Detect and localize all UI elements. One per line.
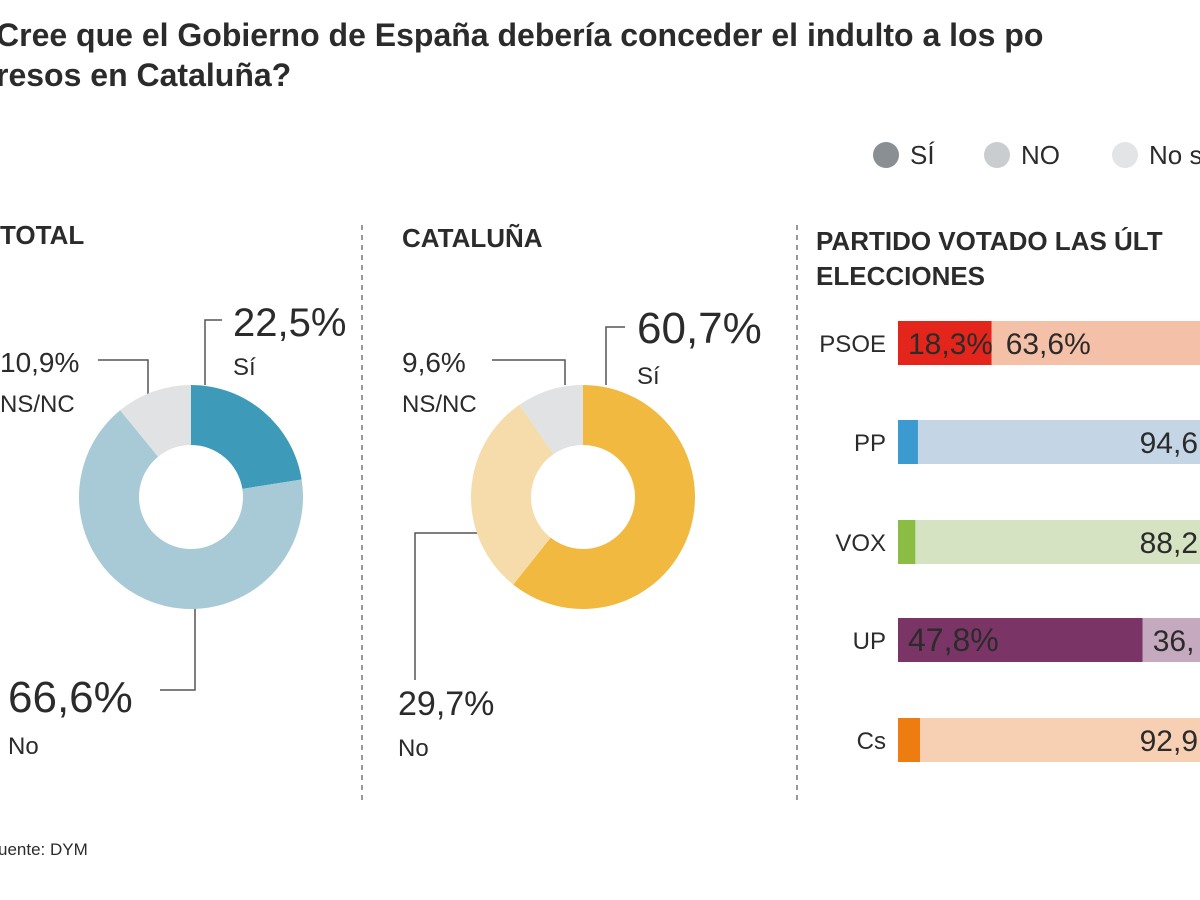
leader-line bbox=[605, 326, 625, 385]
bar-value-label: 92,9 bbox=[1140, 725, 1198, 758]
slice-value-label: 29,7% bbox=[398, 685, 494, 723]
bar-segment bbox=[898, 520, 916, 564]
donut-slice bbox=[79, 410, 304, 609]
slice-value-label: 60,7% bbox=[637, 304, 762, 353]
donut-slice bbox=[191, 385, 302, 489]
category-label: VOX bbox=[835, 530, 886, 557]
slice-category-label: NS/NC bbox=[402, 391, 477, 418]
bar-segment bbox=[898, 420, 918, 464]
panel-title: ELECCIONES bbox=[816, 261, 985, 291]
slice-value-label: 9,6% bbox=[402, 347, 466, 378]
legend-marker bbox=[984, 142, 1010, 168]
donut-slice bbox=[519, 385, 583, 455]
slice-value-label: 66,6% bbox=[8, 673, 133, 722]
panel-title: TOTAL bbox=[0, 220, 84, 250]
legend-label: No s bbox=[1149, 140, 1200, 170]
bar-segment bbox=[898, 321, 992, 365]
legend-label: NO bbox=[1021, 140, 1060, 170]
bar-segment bbox=[898, 618, 1143, 662]
slice-category-label: No bbox=[8, 733, 39, 760]
slice-category-label: No bbox=[398, 735, 429, 762]
bar-segment bbox=[917, 420, 1200, 464]
slice-value-label: 10,9% bbox=[0, 347, 79, 378]
leader-line bbox=[98, 359, 149, 395]
legend-marker bbox=[1112, 142, 1138, 168]
leader-line bbox=[204, 319, 222, 385]
bar-segment bbox=[915, 520, 1200, 564]
category-label: PP bbox=[854, 430, 886, 457]
donut-slice bbox=[120, 385, 191, 457]
title: Cree que el Gobierno de España debería c… bbox=[0, 17, 1043, 53]
source: uente: DYM bbox=[0, 840, 88, 859]
bar-segment bbox=[1142, 618, 1200, 662]
leader-line bbox=[492, 359, 566, 385]
leader-line bbox=[414, 532, 478, 680]
slice-category-label: NS/NC bbox=[0, 391, 75, 418]
bar-value-label: 88,2 bbox=[1140, 527, 1198, 560]
category-label: PSOE bbox=[819, 331, 886, 358]
slice-category-label: Sí bbox=[637, 363, 660, 390]
bar-value-label: 94,6 bbox=[1140, 427, 1198, 460]
bar-value-label: 36, bbox=[1153, 625, 1195, 658]
category-label: Cs bbox=[857, 728, 886, 755]
slice-category-label: Sí bbox=[233, 354, 256, 381]
bar-segment bbox=[920, 718, 1200, 762]
donut-slice bbox=[470, 404, 554, 585]
title: resos en Cataluña? bbox=[0, 57, 291, 93]
bar-value-label: 18,3% bbox=[908, 328, 993, 361]
legend-marker bbox=[873, 142, 899, 168]
category-label: UP bbox=[853, 628, 886, 655]
bar-value-label: 63,6% bbox=[1006, 328, 1091, 361]
panel-title: CATALUÑA bbox=[402, 223, 543, 253]
bar-segment bbox=[898, 718, 921, 762]
bar-segment bbox=[991, 321, 1200, 365]
bar-value-label: 47,8% bbox=[908, 622, 999, 658]
slice-value-label: 22,5% bbox=[233, 301, 346, 345]
panel-title: PARTIDO VOTADO LAS ÚLT bbox=[816, 226, 1163, 256]
donut-slice bbox=[513, 385, 696, 609]
legend-label: SÍ bbox=[910, 140, 935, 170]
leader-line bbox=[160, 605, 196, 691]
